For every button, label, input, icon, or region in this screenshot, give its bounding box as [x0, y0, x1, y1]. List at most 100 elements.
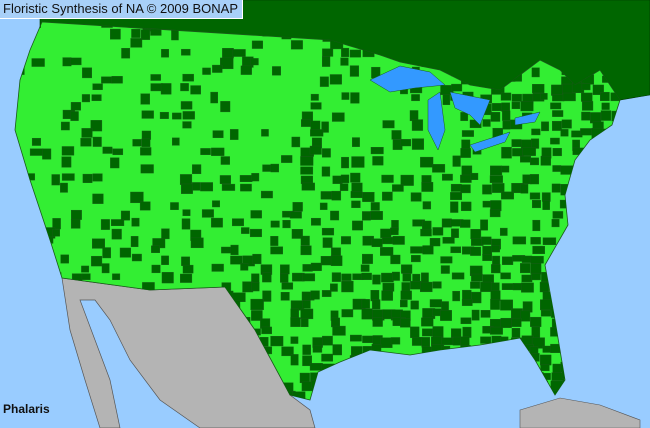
county-patch: [491, 264, 501, 274]
county-patch: [480, 336, 492, 344]
county-patch: [400, 174, 414, 186]
county-patch: [421, 272, 429, 283]
county-patch: [139, 201, 151, 211]
county-patch: [531, 272, 541, 281]
county-patch: [531, 128, 541, 136]
county-patch: [540, 93, 548, 100]
county-patch: [550, 137, 560, 145]
county-patch: [339, 183, 349, 191]
county-patch: [281, 155, 293, 163]
county-patch: [551, 183, 561, 193]
county-patch: [551, 84, 564, 96]
county-patch: [130, 191, 144, 204]
county-patch: [289, 211, 302, 219]
county-patch: [180, 183, 193, 194]
county-patch: [521, 274, 533, 283]
county-patch: [341, 47, 350, 57]
county-patch: [490, 165, 503, 176]
county-patch: [381, 174, 394, 183]
county-patch: [520, 101, 534, 112]
county-patch: [350, 191, 363, 199]
county-patch: [309, 145, 322, 155]
county-patch: [400, 139, 412, 147]
county-patch: [262, 164, 272, 172]
county-patch: [140, 93, 150, 105]
county-patch: [330, 255, 343, 266]
county-patch: [70, 218, 81, 229]
county-patch: [382, 282, 395, 292]
county-patch: [309, 363, 323, 371]
county-patch: [300, 308, 314, 320]
county-patch: [390, 337, 401, 345]
county-patch: [120, 210, 130, 221]
county-patch: [581, 111, 591, 121]
county-patch: [150, 74, 161, 81]
county-patch: [411, 138, 425, 150]
county-patch: [171, 30, 179, 41]
county-patch: [440, 256, 453, 264]
county-patch: [161, 255, 169, 265]
county-patch: [182, 264, 194, 274]
county-patch: [489, 175, 503, 183]
county-patch: [331, 272, 341, 282]
county-patch: [429, 299, 442, 308]
county-patch: [502, 256, 514, 265]
county-patch: [380, 247, 394, 256]
county-patch: [500, 272, 511, 280]
county-patch: [482, 254, 493, 261]
county-patch: [560, 165, 574, 175]
county-patch: [29, 148, 44, 156]
county-patch: [490, 112, 501, 122]
county-patch: [190, 85, 201, 95]
county-patch: [251, 282, 260, 292]
county-patch: [362, 335, 374, 343]
county-patch: [211, 263, 224, 272]
county-patch: [429, 238, 441, 247]
county-patch: [301, 182, 315, 191]
county-patch: [492, 183, 505, 193]
county-patch: [312, 345, 323, 353]
county-patch: [411, 255, 421, 263]
county-patch: [251, 40, 263, 49]
county-patch: [232, 218, 244, 227]
county-patch: [182, 111, 195, 120]
county-patch: [511, 101, 521, 109]
county-patch: [511, 139, 522, 147]
county-patch: [322, 237, 333, 248]
county-patch: [310, 290, 320, 300]
county-patch: [432, 281, 442, 289]
county-patch: [432, 308, 442, 317]
county-patch: [381, 290, 393, 301]
county-patch: [270, 236, 279, 246]
county-patch: [500, 92, 512, 101]
county-patch: [341, 280, 354, 293]
county-patch: [421, 317, 434, 327]
county-patch: [451, 83, 463, 92]
county-patch: [432, 326, 444, 338]
county-patch: [300, 156, 314, 166]
county-patch: [590, 112, 602, 124]
county-patch: [320, 256, 333, 266]
county-patch: [422, 245, 434, 255]
county-patch: [501, 283, 515, 290]
county-patch: [501, 165, 510, 173]
county-patch: [329, 74, 342, 85]
map-title: Floristic Synthesis of NA © 2009 BONAP: [0, 0, 244, 19]
county-patch: [522, 301, 533, 313]
county-patch: [421, 337, 431, 348]
county-patch: [321, 290, 332, 297]
county-patch: [310, 129, 324, 137]
county-patch: [70, 102, 81, 111]
county-patch: [121, 48, 131, 59]
county-patch: [240, 262, 249, 271]
county-patch: [181, 218, 191, 230]
county-patch: [392, 271, 400, 281]
county-patch: [250, 58, 259, 66]
county-patch: [530, 157, 539, 166]
county-patch: [531, 337, 545, 349]
county-patch: [300, 235, 310, 246]
county-patch: [450, 183, 462, 192]
county-patch: [221, 246, 232, 254]
county-patch: [420, 228, 432, 237]
county-patch: [91, 94, 102, 101]
